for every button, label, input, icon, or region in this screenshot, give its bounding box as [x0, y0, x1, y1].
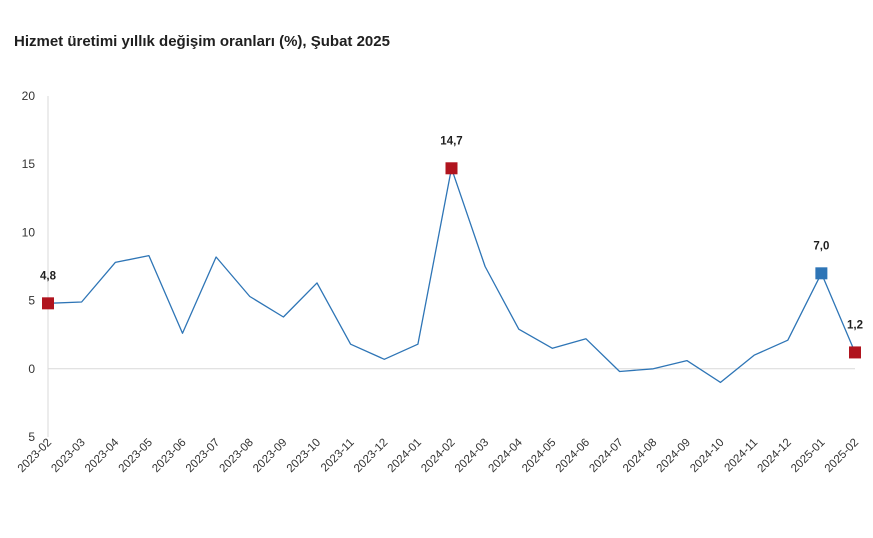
highlight-marker — [445, 162, 458, 175]
x-tick-label: 2023-04 — [83, 436, 122, 475]
x-tick-label: 2024-05 — [520, 437, 558, 475]
data-point — [247, 294, 252, 299]
data-point — [348, 342, 353, 347]
highlight-marker — [815, 267, 828, 280]
data-point — [79, 299, 84, 304]
chart-title: Hizmet üretimi yıllık değişim oranları (… — [14, 33, 390, 50]
x-tick-label: 2023-05 — [117, 437, 155, 475]
x-tick-label: 2024-08 — [621, 437, 659, 475]
x-tick-label: 2023-09 — [251, 437, 289, 475]
highlight-marker — [849, 346, 861, 359]
x-tick-label: 2023-08 — [218, 437, 256, 475]
data-point — [315, 280, 320, 285]
x-tick-label: 2023-11 — [319, 437, 357, 475]
data-point — [146, 253, 151, 258]
axes — [47, 96, 855, 437]
series-line — [47, 167, 856, 384]
data-point — [180, 331, 185, 336]
y-tick-label: 10 — [22, 225, 36, 239]
data-point — [651, 366, 656, 371]
x-tick-label: 2023-07 — [184, 437, 222, 475]
x-tick-label: 2025-01 — [789, 437, 827, 475]
data-point — [382, 357, 387, 362]
data-point — [281, 314, 286, 319]
data-point — [785, 338, 790, 343]
data-point — [550, 346, 555, 351]
data-label: 14,7 — [440, 135, 462, 147]
series-layer — [47, 167, 856, 385]
data-point — [617, 369, 622, 374]
data-point — [483, 264, 488, 269]
y-tick-label: 15 — [22, 157, 36, 171]
x-tick-label: 2023-10 — [285, 437, 323, 475]
x-tick-label: 2023-12 — [352, 437, 390, 475]
data-label: 4,8 — [40, 270, 57, 282]
data-point — [752, 353, 757, 358]
y-tick-label: 20 — [22, 89, 36, 103]
x-tick-label: 2024-07 — [587, 437, 625, 475]
data-point — [415, 342, 420, 347]
x-tick-label: 2024-10 — [688, 437, 726, 475]
data-point — [113, 260, 118, 265]
markers-layer — [42, 162, 861, 359]
data-point — [214, 254, 219, 259]
x-tick-label: 2024-09 — [655, 437, 693, 475]
data-point — [516, 327, 521, 332]
x-tick-label: 2023-06 — [150, 437, 188, 475]
highlight-marker — [42, 297, 54, 310]
y-tick-label: 5 — [28, 430, 35, 444]
x-tick-label: 2024-03 — [453, 437, 491, 475]
x-tick-label: 2024-12 — [756, 437, 794, 475]
x-tick-label: 2024-06 — [554, 437, 592, 475]
x-tick-label: 2025-02 — [823, 437, 861, 475]
data-label: 1,2 — [847, 319, 863, 331]
data-point — [584, 336, 589, 341]
data-labels-layer: 4,8 14,7 7,0 1,2 — [40, 135, 863, 331]
x-tick-label: 2024-02 — [419, 437, 457, 475]
x-tick-label: 2024-04 — [487, 436, 526, 475]
x-tick-label: 2024-01 — [386, 437, 424, 475]
y-tick-label: 0 — [28, 362, 35, 376]
y-tick-labels: 20 15 10 5 0 5 — [22, 89, 36, 444]
x-tick-label: 2023-03 — [49, 437, 87, 475]
x-tick-labels: 2023-022023-032023-042023-052023-062023-… — [16, 436, 861, 475]
data-point — [718, 380, 723, 385]
y-tick-label: 5 — [28, 294, 35, 308]
data-label: 7,0 — [813, 240, 829, 252]
data-point — [684, 358, 689, 363]
x-tick-label: 2024-11 — [723, 437, 761, 475]
